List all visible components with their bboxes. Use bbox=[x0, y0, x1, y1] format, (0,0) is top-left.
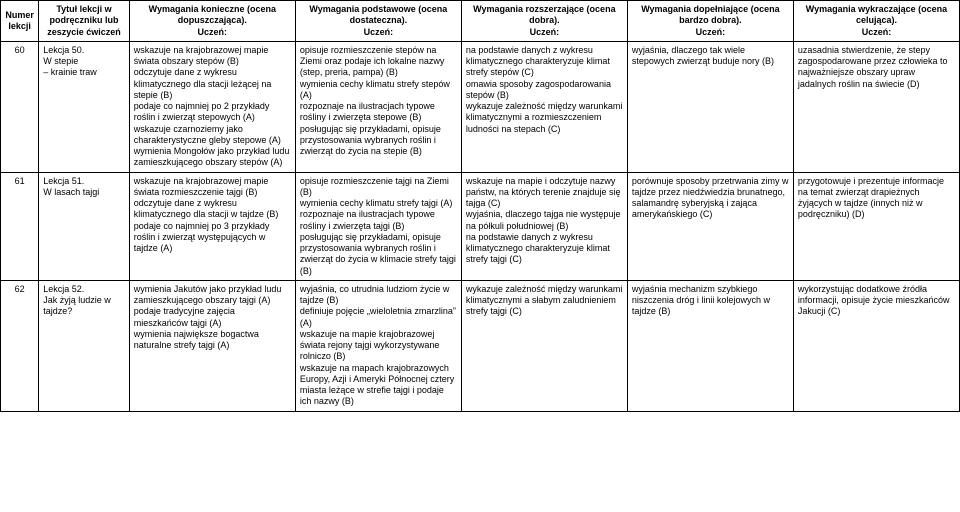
cell-req4: wyjaśnia, dlaczego tak wiele stepowych z… bbox=[627, 41, 793, 172]
cell-req5: przygotowuje i prezentuje informacje na … bbox=[793, 172, 959, 280]
header-num: Numer lekcji bbox=[1, 1, 39, 42]
header-sub5: Uczeń: bbox=[862, 27, 892, 37]
cell-req4: wyjaśnia mechanizm szybkiego niszczenia … bbox=[627, 280, 793, 411]
table-row: 61 Lekcja 51.W lasach tajgi wskazuje na … bbox=[1, 172, 960, 280]
cell-req5: uzasadnia stwierdzenie, że stepy zagospo… bbox=[793, 41, 959, 172]
header-title-text: Tytuł lekcji w podręczniku lub zeszycie … bbox=[47, 4, 121, 37]
header-num-text: Numer lekcji bbox=[5, 10, 34, 31]
header-req3-text: Wymagania rozszerzające (ocena dobra). bbox=[473, 4, 615, 25]
cell-req5: wykorzystując dodatkowe źródła informacj… bbox=[793, 280, 959, 411]
header-req4: Wymagania dopełniające (ocena bardzo dob… bbox=[627, 1, 793, 42]
header-req2: Wymagania podstawowe (ocena dostateczna)… bbox=[295, 1, 461, 42]
header-row: Numer lekcji Tytuł lekcji w podręczniku … bbox=[1, 1, 960, 42]
cell-req1: wskazuje na krajobrazowej mapie świata o… bbox=[129, 41, 295, 172]
header-req5: Wymagania wykraczające (ocena celująca).… bbox=[793, 1, 959, 42]
cell-req1: wymienia Jakutów jako przykład ludu zami… bbox=[129, 280, 295, 411]
cell-req2: wyjaśnia, co utrudnia ludziom życie w ta… bbox=[295, 280, 461, 411]
cell-req3: na podstawie danych z wykresu klimatyczn… bbox=[461, 41, 627, 172]
header-req1-text: Wymagania konieczne (ocena dopuszczająca… bbox=[149, 4, 276, 25]
cell-req2: opisuje rozmieszczenie tajgi na Ziemi (B… bbox=[295, 172, 461, 280]
header-req2-text: Wymagania podstawowe (ocena dostateczna)… bbox=[309, 4, 447, 25]
header-sub3: Uczeń: bbox=[530, 27, 560, 37]
cell-req3: wskazuje na mapie i odczytuje nazwy pańs… bbox=[461, 172, 627, 280]
header-sub2: Uczeń: bbox=[364, 27, 394, 37]
header-req3: Wymagania rozszerzające (ocena dobra). Uc… bbox=[461, 1, 627, 42]
requirements-table: Numer lekcji Tytuł lekcji w podręczniku … bbox=[0, 0, 960, 412]
header-sub4: Uczeń: bbox=[696, 27, 726, 37]
cell-num: 62 bbox=[1, 280, 39, 411]
header-sub1: Uczeń: bbox=[198, 27, 228, 37]
cell-title: Lekcja 52.Jak żyją ludzie w tajdze? bbox=[39, 280, 130, 411]
header-req1: Wymagania konieczne (ocena dopuszczająca… bbox=[129, 1, 295, 42]
table-row: 62 Lekcja 52.Jak żyją ludzie w tajdze? w… bbox=[1, 280, 960, 411]
cell-req4: porównuje sposoby przetrwania zimy w taj… bbox=[627, 172, 793, 280]
cell-req1: wskazuje na krajobrazowej mapie świata r… bbox=[129, 172, 295, 280]
table-body: 60 Lekcja 50.W stepie– krainie traw wska… bbox=[1, 41, 960, 411]
cell-num: 61 bbox=[1, 172, 39, 280]
header-req5-text: Wymagania wykraczające (ocena celująca). bbox=[806, 4, 947, 25]
cell-req2: opisuje rozmieszczenie stepów na Ziemi o… bbox=[295, 41, 461, 172]
cell-title: Lekcja 50.W stepie– krainie traw bbox=[39, 41, 130, 172]
table-row: 60 Lekcja 50.W stepie– krainie traw wska… bbox=[1, 41, 960, 172]
header-title: Tytuł lekcji w podręczniku lub zeszycie … bbox=[39, 1, 130, 42]
cell-req3: wykazuje zależność między warunkami klim… bbox=[461, 280, 627, 411]
cell-title: Lekcja 51.W lasach tajgi bbox=[39, 172, 130, 280]
cell-num: 60 bbox=[1, 41, 39, 172]
header-req4-text: Wymagania dopełniające (ocena bardzo dob… bbox=[641, 4, 779, 25]
